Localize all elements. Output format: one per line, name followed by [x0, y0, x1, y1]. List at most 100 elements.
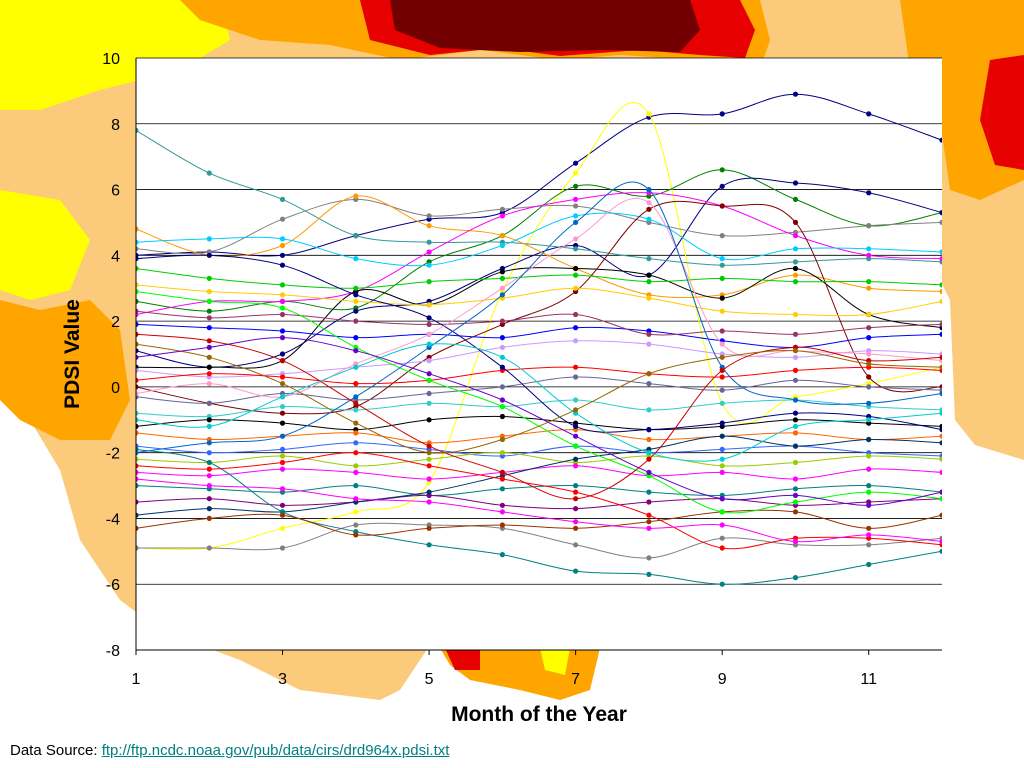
data-point	[939, 256, 942, 262]
data-point	[792, 397, 799, 403]
data-point	[646, 450, 652, 456]
data-point	[573, 213, 579, 219]
data-point	[499, 344, 505, 350]
data-point	[279, 446, 286, 452]
data-point	[136, 423, 139, 429]
data-point	[792, 354, 799, 360]
y-axis-title: PDSI Value	[61, 299, 84, 409]
data-point	[206, 483, 212, 489]
y-tick-label: 6	[111, 183, 120, 200]
data-point	[646, 427, 652, 433]
data-point	[866, 417, 872, 423]
data-point	[206, 515, 212, 522]
data-point	[279, 216, 286, 222]
data-point	[866, 532, 872, 538]
data-point	[499, 213, 505, 219]
data-point	[206, 364, 212, 370]
data-point	[939, 321, 942, 327]
data-point	[573, 364, 579, 370]
series-line	[136, 310, 942, 336]
data-point	[866, 279, 872, 285]
data-point	[353, 348, 359, 354]
series-line	[136, 465, 942, 480]
data-point	[866, 542, 872, 548]
data-point	[353, 381, 359, 387]
series-29	[136, 509, 942, 538]
series-line	[136, 509, 942, 536]
data-point	[866, 489, 872, 495]
data-point	[353, 298, 359, 304]
data-point	[499, 469, 505, 475]
data-point	[939, 219, 942, 225]
series-line	[136, 340, 942, 378]
data-point	[792, 233, 799, 239]
data-point	[573, 525, 579, 531]
data-point	[866, 335, 872, 341]
x-tick-label: 11	[860, 671, 877, 688]
data-point	[426, 239, 432, 245]
data-point	[866, 436, 872, 443]
data-point	[573, 407, 579, 413]
data-point	[426, 302, 432, 308]
data-point	[573, 489, 579, 495]
series-line	[136, 376, 942, 404]
data-point	[866, 502, 872, 508]
series-line	[136, 343, 942, 454]
plot-area	[136, 58, 942, 650]
data-point	[792, 410, 799, 416]
data-source-label: Data Source:	[10, 742, 102, 759]
data-point	[792, 311, 799, 318]
data-point	[136, 331, 139, 337]
series-38	[136, 341, 942, 456]
data-point	[426, 341, 432, 347]
data-point	[499, 384, 505, 390]
data-point	[206, 344, 212, 350]
data-point	[353, 400, 359, 406]
data-point	[499, 502, 505, 508]
data-point	[136, 463, 139, 469]
y-tick-label: 0	[111, 380, 120, 397]
data-point	[279, 305, 286, 311]
series-11	[136, 282, 942, 318]
y-tick-label: 10	[102, 51, 120, 68]
x-tick-labels: 1 3 5 7 9 11	[132, 650, 877, 688]
data-point	[939, 331, 942, 337]
data-point	[206, 381, 212, 387]
data-point	[792, 196, 799, 202]
data-point	[206, 315, 212, 321]
series-line	[136, 212, 942, 267]
data-point	[939, 548, 942, 554]
data-point	[206, 545, 212, 551]
data-point	[426, 358, 432, 364]
data-point	[499, 522, 505, 528]
data-point	[792, 367, 799, 373]
data-point	[939, 390, 942, 397]
data-point	[573, 542, 579, 548]
data-point	[499, 509, 505, 515]
data-point	[279, 486, 286, 492]
data-point	[866, 111, 872, 117]
data-point	[499, 269, 505, 275]
data-point	[719, 446, 725, 452]
data-point	[426, 390, 432, 397]
data-point	[792, 272, 799, 278]
data-point	[719, 581, 725, 587]
data-point	[206, 354, 212, 360]
series-line	[136, 494, 942, 510]
series-line	[136, 366, 942, 385]
data-point	[792, 538, 799, 545]
data-point	[499, 450, 505, 456]
data-point	[792, 265, 799, 272]
data-point	[426, 249, 432, 255]
data-point	[719, 469, 725, 475]
data-source-link[interactable]: ftp://ftp.ncdc.noaa.gov/pub/data/cirs/dr…	[101, 742, 450, 759]
data-point	[573, 483, 579, 489]
data-point	[136, 246, 139, 252]
series-line	[136, 284, 942, 317]
data-point	[499, 436, 505, 443]
series-line	[136, 268, 942, 289]
data-point	[499, 476, 505, 482]
data-point	[866, 285, 872, 291]
data-point	[426, 371, 432, 377]
data-point	[719, 354, 725, 360]
